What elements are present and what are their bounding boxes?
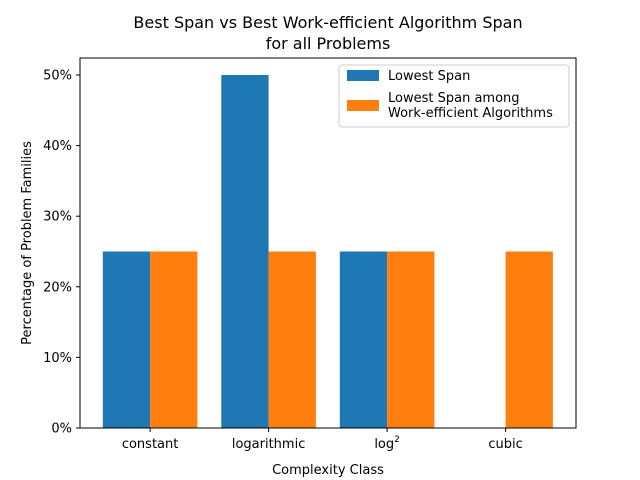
plot-frame	[79, 57, 577, 429]
y-tick-label: 20%	[43, 280, 72, 295]
bar-work-efficient-constant	[150, 251, 198, 428]
bar-lowest-span-logarithmic	[221, 75, 269, 428]
x-tick-label-logarithmic: logarithmic	[232, 437, 306, 452]
y-axis-label: Percentage of Problem Families	[20, 141, 35, 345]
y-tick-label: 50%	[43, 69, 72, 84]
bar-lowest-span-log	[339, 251, 388, 428]
y-axis: 0% 10% 20% 30% 40% 50%	[43, 69, 80, 437]
legend-label-lowest-span: Lowest Span	[388, 69, 470, 84]
y-tick-label: 0%	[51, 422, 72, 437]
bar-group	[102, 75, 553, 428]
x-tick-label-constant: constant	[122, 437, 179, 452]
x-axis: constant logarithmic log2 cubic	[122, 428, 523, 452]
bar-work-efficient-log	[387, 251, 435, 428]
y-tick-label: 30%	[43, 210, 72, 225]
bar-work-efficient-cubic	[505, 251, 553, 428]
bar-work-efficient-logarithmic	[268, 251, 316, 428]
y-tick-label: 40%	[43, 139, 72, 154]
x-tick-label-log: log2	[374, 435, 400, 452]
legend-label-work-efficient: Lowest Span among Work-efficient Algorith…	[388, 91, 553, 121]
legend-box	[338, 64, 570, 128]
chart-title-line-2: for all Problems	[266, 34, 391, 53]
legend-swatch-work-efficient	[347, 100, 379, 111]
chart-title-line-1: Best Span vs Best Work-efficient Algorit…	[133, 13, 522, 32]
x-tick-label-cubic: cubic	[488, 437, 522, 452]
x-axis-label: Complexity Class	[272, 463, 384, 478]
legend-swatch-lowest-span	[347, 70, 379, 81]
y-tick-label: 10%	[43, 351, 72, 366]
legend: Lowest Span Lowest Span among Work-effici…	[338, 64, 570, 128]
bar-lowest-span-constant	[102, 251, 151, 428]
